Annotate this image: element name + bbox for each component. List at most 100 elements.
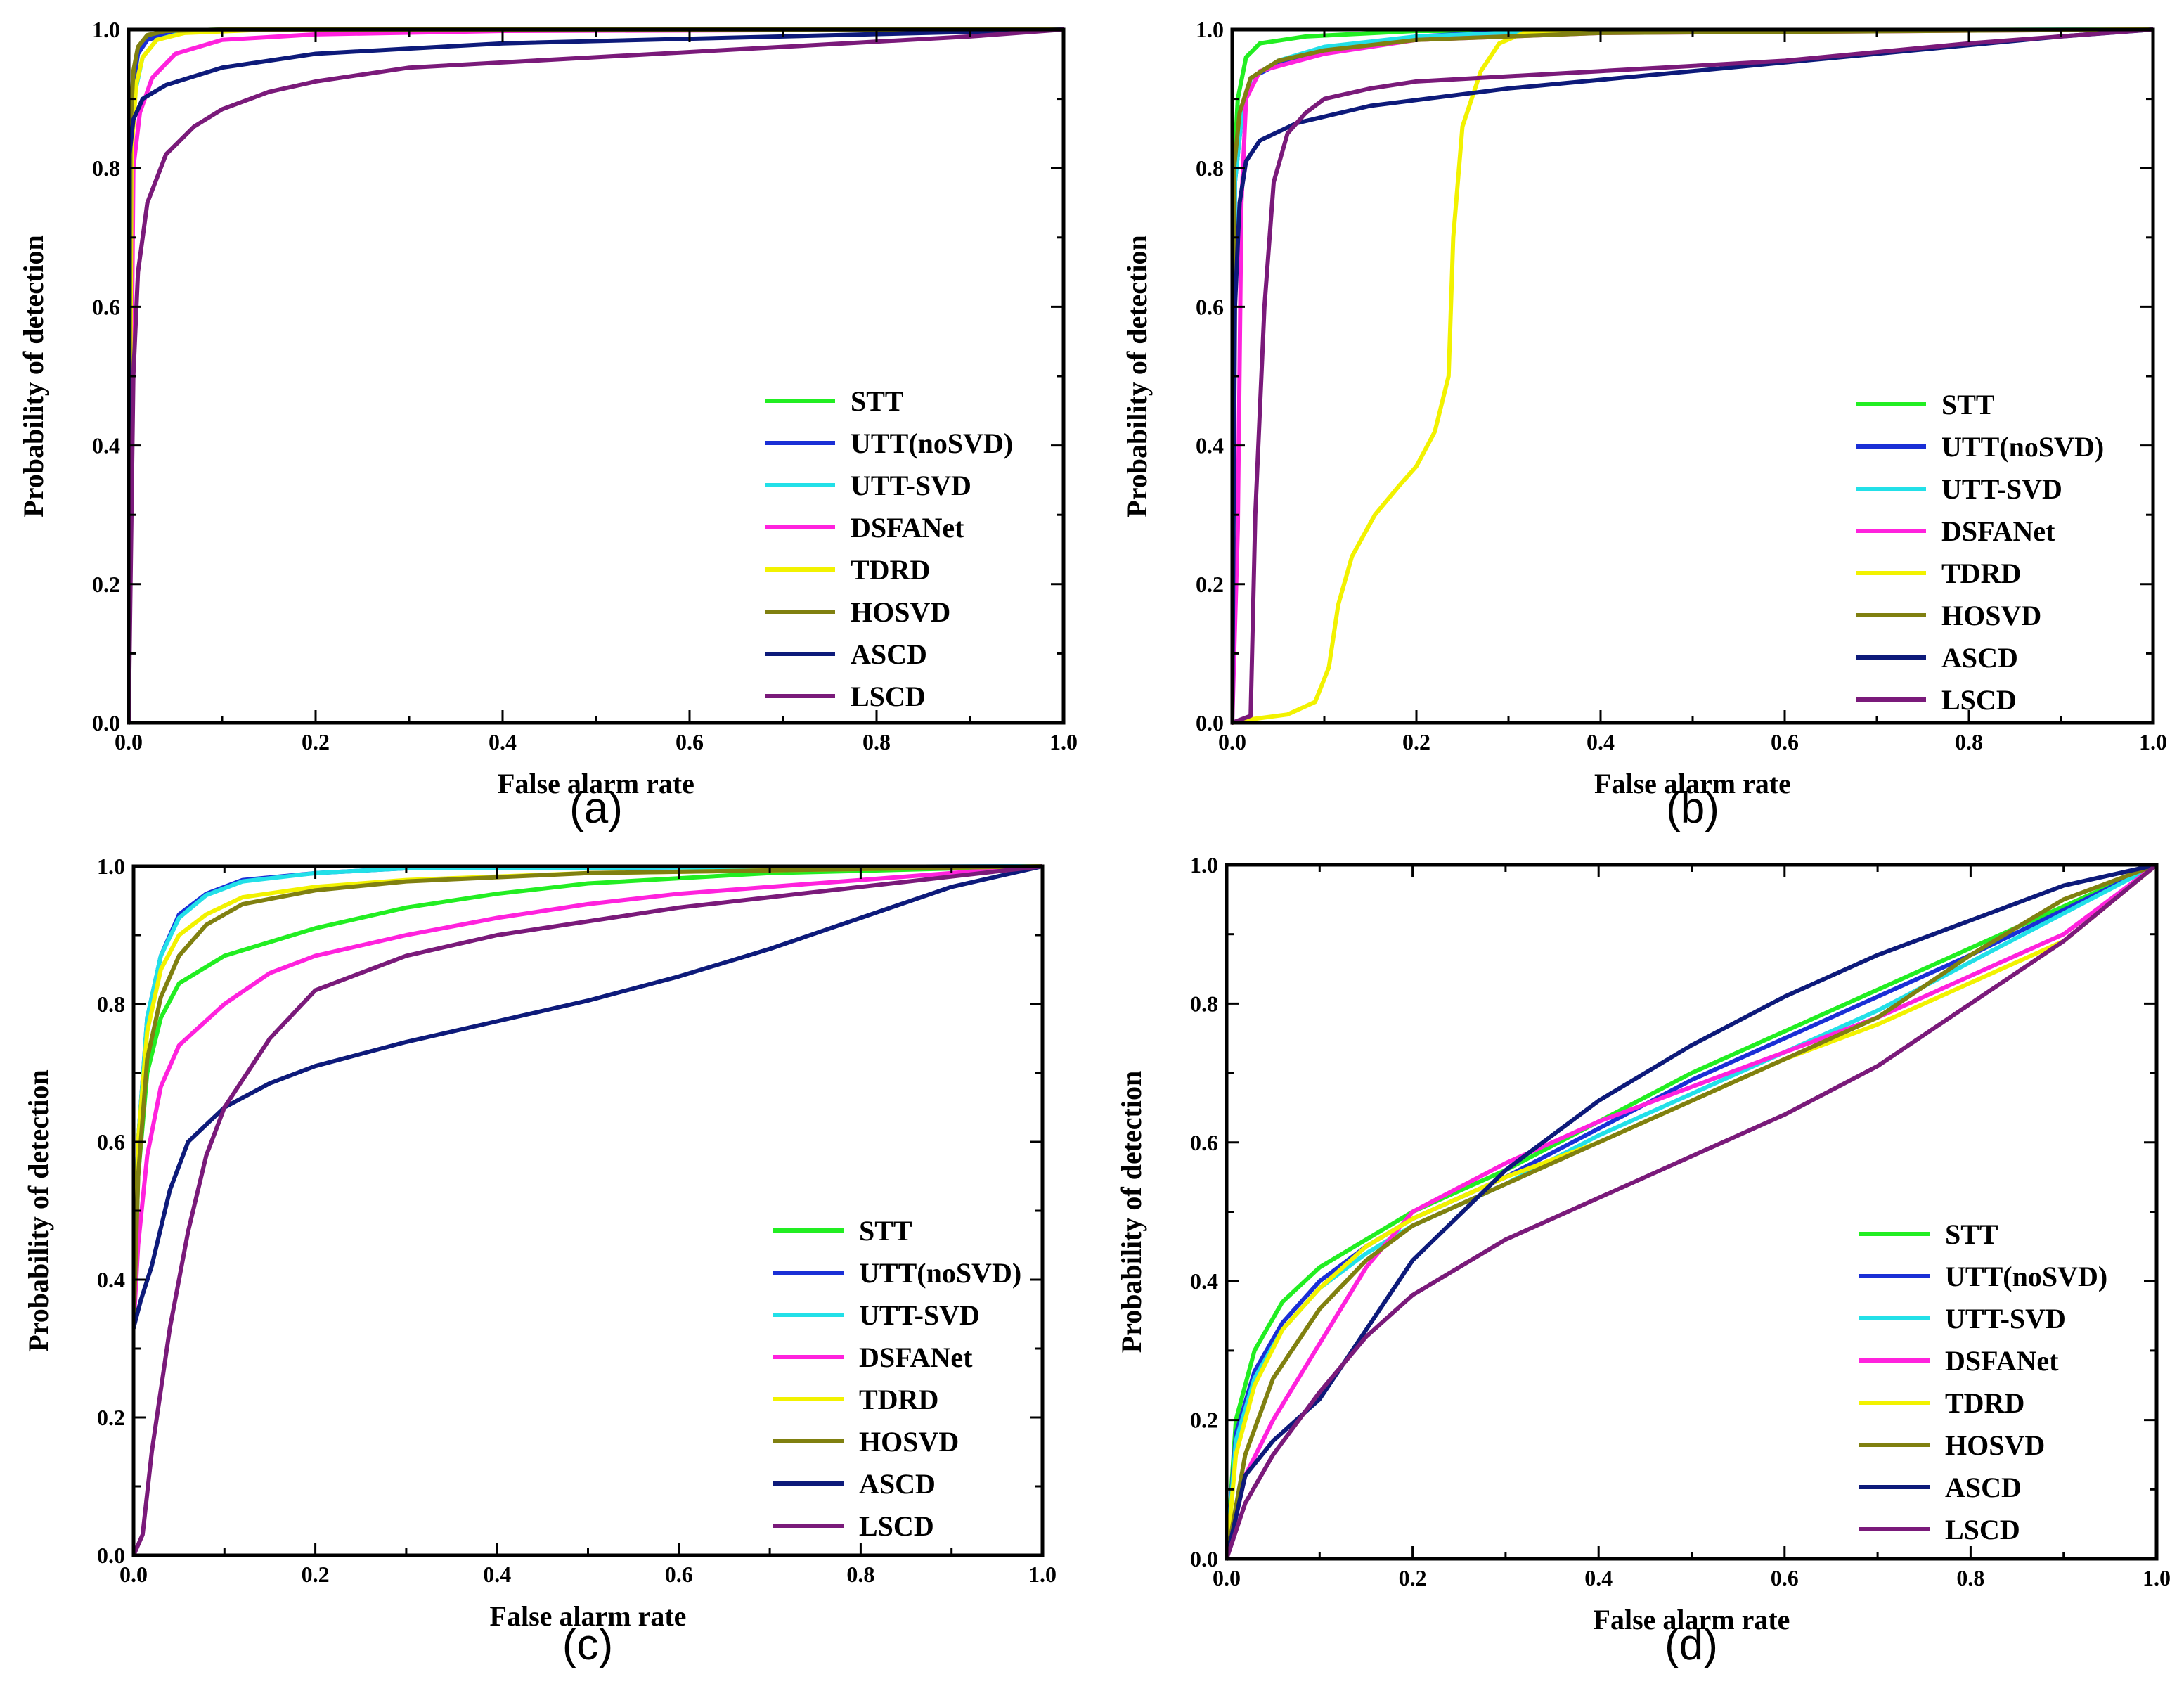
legend-label: UTT-SVD: [1945, 1303, 2066, 1334]
legend-label: UTT(noSVD): [1945, 1261, 2107, 1292]
series-line-ascd: [1227, 863, 2157, 1561]
x-tick-label: 0.0: [115, 729, 143, 754]
x-tick-label: 0.4: [1587, 729, 1615, 754]
series-line-lscd: [134, 864, 1042, 1557]
x-tick-label: 0.8: [846, 1562, 874, 1587]
y-tick-label: 0.0: [92, 710, 120, 735]
x-tick-label: 0.4: [489, 729, 517, 754]
legend-label: UTT(noSVD): [1941, 431, 2104, 463]
y-tick-label: 0.8: [97, 991, 125, 1017]
x-tick-label: 0.0: [119, 1562, 148, 1587]
y-tick-label: 0.2: [97, 1405, 125, 1430]
series-line-lscd: [129, 27, 1064, 725]
x-tick-label: 0.0: [1213, 1565, 1241, 1590]
legend-label: ASCD: [859, 1468, 936, 1500]
y-tick-label: 0.0: [1196, 710, 1224, 735]
y-tick-label: 0.2: [1196, 572, 1224, 597]
chart-panel-2: 0.0 0.2 0.4 0.6 0.8 1.0 0.0 0.2 0.4 0.6 0.8 1.0 Fals…: [1121, 17, 2167, 832]
y-axis-title: Probability of detection: [22, 1069, 54, 1351]
y-tick-label: 0.2: [1190, 1408, 1218, 1433]
legend-label: TDRD: [1945, 1387, 2024, 1419]
y-tick-label: 0.2: [92, 572, 120, 597]
legend-label: DSFANet: [1945, 1345, 2059, 1377]
legend-label: ASCD: [851, 638, 927, 670]
legend: STT UTT(noSVD) UTT-SVD DSFANet TDRD HOSVD ASCD…: [1856, 389, 2104, 716]
y-tick-label: 0.6: [1190, 1130, 1218, 1155]
legend: STT UTT(noSVD) UTT-SVD DSFANet TDRD HOSVD ASCD…: [773, 1215, 1021, 1542]
chart-panel-1: 0.0 0.2 0.4 0.6 0.8 1.0 0.0 0.2 0.4 0.6 0.8 1.0 Fals…: [18, 17, 1078, 832]
x-tick-label: 1.0: [1049, 729, 1078, 754]
legend-label: TDRD: [859, 1384, 938, 1415]
legend-label: ASCD: [1945, 1472, 2022, 1503]
chart-panel-3: 0.0 0.2 0.4 0.6 0.8 1.0 0.0 0.2 0.4 0.6 0.8 1.0 Fals…: [22, 854, 1057, 1669]
x-tick-label: 0.6: [665, 1562, 693, 1587]
legend: STT UTT(noSVD) UTT-SVD DSFANet TDRD HOSVD ASCD…: [765, 385, 1013, 712]
legend-label: STT: [1941, 389, 1995, 420]
x-tick-label: 0.2: [302, 729, 330, 754]
series-line-lscd: [1232, 27, 2153, 725]
y-tick-label: 0.8: [1196, 155, 1224, 181]
x-tick-label: 0.6: [1771, 729, 1799, 754]
y-tick-label: 0.4: [97, 1267, 125, 1292]
legend-label: ASCD: [1941, 642, 2018, 674]
x-axis-title: False alarm rate: [1594, 1604, 1790, 1635]
legend-label: UTT-SVD: [859, 1299, 980, 1331]
series-line-hosvd: [1232, 27, 2153, 725]
y-tick-label: 0.6: [1196, 294, 1224, 319]
y-tick-label: 1.0: [1196, 17, 1224, 42]
legend-label: DSFANet: [859, 1342, 973, 1373]
curves: [134, 864, 1042, 1557]
series-line-dsfanet: [129, 27, 1064, 725]
panel-caption: (c): [562, 1621, 613, 1669]
curves: [1227, 863, 2157, 1561]
y-tick-label: 0.0: [97, 1543, 125, 1568]
y-tick-label: 0.4: [1190, 1268, 1218, 1294]
y-tick-label: 1.0: [1190, 852, 1218, 877]
x-tick-label: 1.0: [2143, 1565, 2171, 1590]
legend: STT UTT(noSVD) UTT-SVD DSFANet TDRD HOSVD ASCD…: [1859, 1218, 2107, 1545]
legend-label: DSFANet: [1941, 515, 2055, 547]
x-axis-title: False alarm rate: [1594, 768, 1791, 799]
y-tick-label: 1.0: [92, 17, 120, 42]
series-line-hosvd: [1227, 863, 2157, 1561]
legend-label: LSCD: [851, 681, 926, 712]
x-tick-label: 0.0: [1218, 729, 1246, 754]
x-axis-title: False alarm rate: [498, 768, 694, 799]
y-axis-title: Probability of detection: [1116, 1071, 1147, 1353]
x-tick-label: 0.6: [676, 729, 704, 754]
legend-label: STT: [1945, 1218, 1998, 1250]
y-tick-label: 0.8: [92, 155, 120, 181]
legend-label: LSCD: [859, 1510, 934, 1542]
legend-label: STT: [859, 1215, 912, 1247]
x-tick-label: 1.0: [1028, 1562, 1057, 1587]
curves: [129, 27, 1064, 725]
panel-caption: (d): [1665, 1621, 1718, 1669]
y-axis-title: Probability of detection: [1121, 235, 1153, 517]
legend-label: UTT(noSVD): [859, 1257, 1021, 1289]
panel-caption: (b): [1666, 784, 1719, 832]
legend-label: HOSVD: [851, 596, 950, 628]
x-tick-label: 0.8: [862, 729, 891, 754]
series-line-lscd: [1227, 863, 2157, 1561]
y-tick-label: 0.0: [1190, 1546, 1218, 1571]
x-tick-label: 0.6: [1771, 1565, 1799, 1590]
y-tick-label: 0.8: [1190, 991, 1218, 1016]
series-line-ascd: [129, 27, 1064, 725]
y-tick-label: 1.0: [97, 854, 125, 879]
legend-label: TDRD: [1941, 558, 2021, 589]
series-line-dsfanet: [134, 864, 1042, 1330]
x-tick-label: 0.4: [483, 1562, 511, 1587]
y-tick-label: 0.4: [92, 433, 120, 458]
legend-label: HOSVD: [1945, 1429, 2045, 1461]
legend-label: TDRD: [851, 554, 930, 586]
legend-label: LSCD: [1945, 1514, 2020, 1545]
x-tick-label: 0.8: [1955, 729, 1983, 754]
x-tick-label: 0.4: [1584, 1565, 1613, 1590]
y-tick-label: 0.6: [97, 1129, 125, 1154]
legend-label: DSFANet: [851, 512, 964, 544]
x-tick-label: 0.8: [1956, 1565, 1984, 1590]
legend-label: HOSVD: [859, 1426, 959, 1458]
x-tick-label: 0.2: [302, 1562, 330, 1587]
legend-label: HOSVD: [1941, 600, 2041, 631]
